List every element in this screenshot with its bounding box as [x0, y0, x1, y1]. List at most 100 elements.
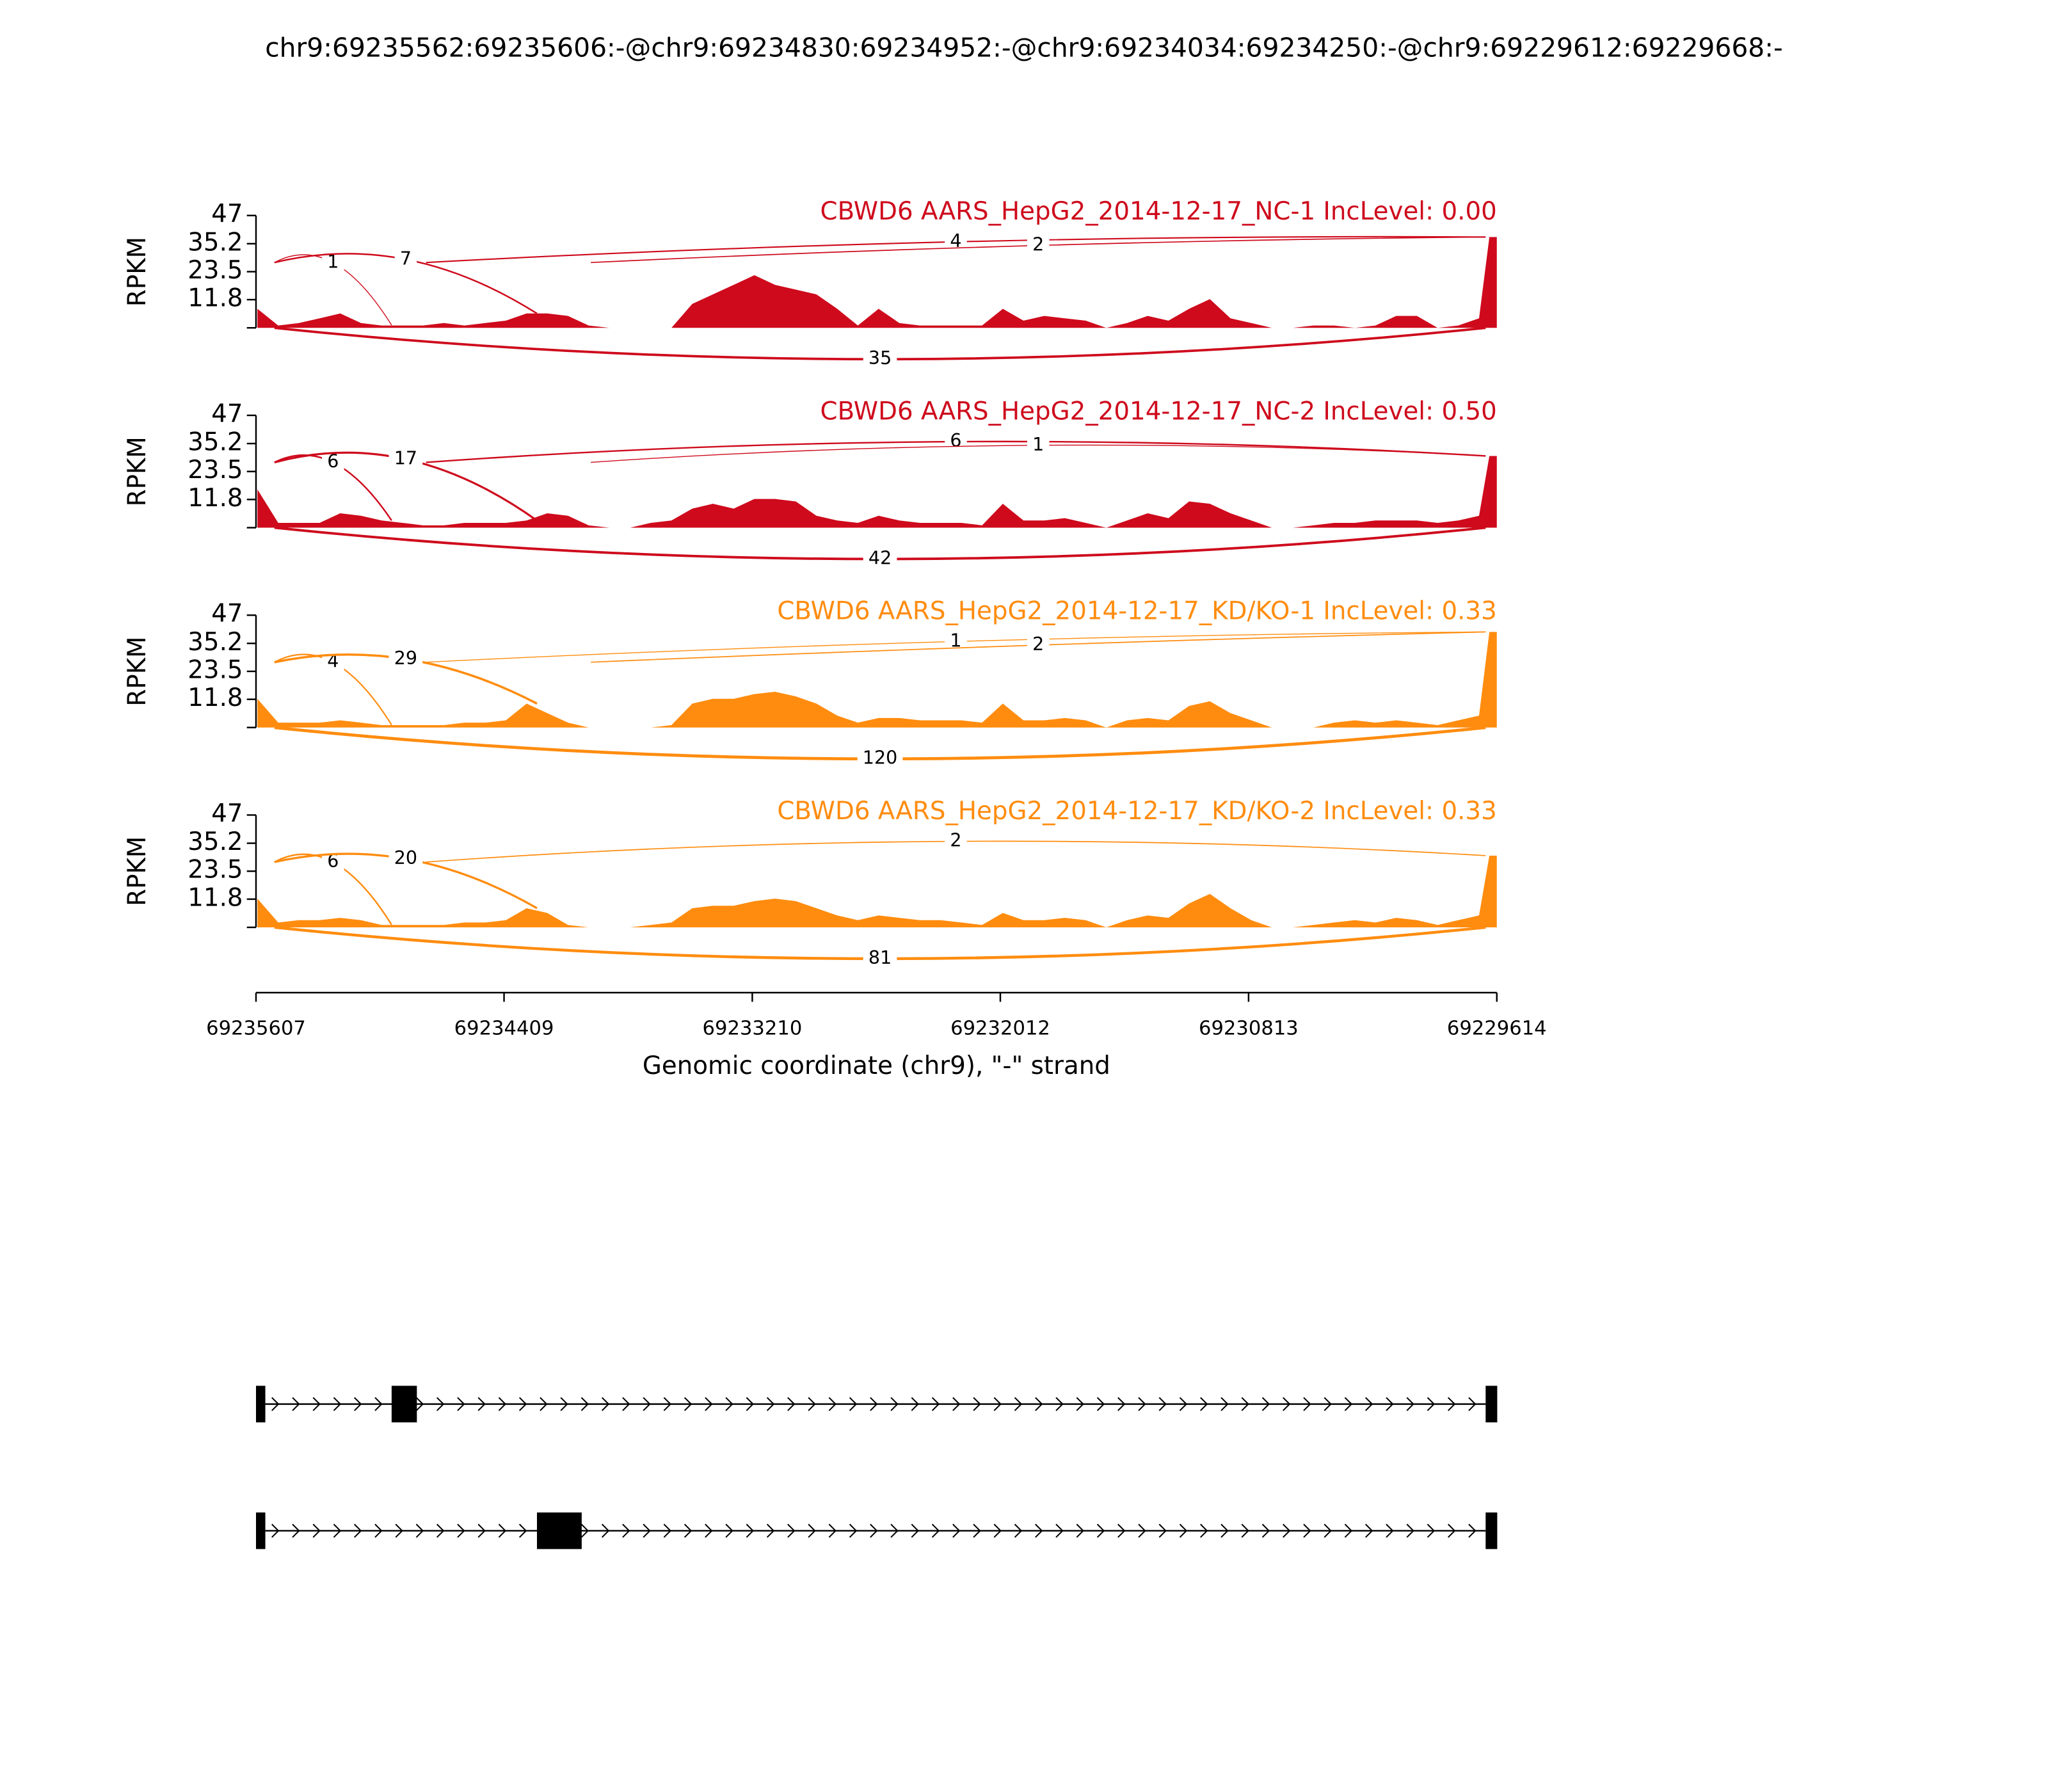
strand-arrow — [1427, 1523, 1436, 1538]
strand-arrow — [705, 1523, 713, 1538]
y-tick-label: 11.8 — [188, 684, 243, 712]
junction-label: 1 — [950, 629, 961, 651]
junction-label-bg — [1027, 631, 1050, 657]
strand-arrow — [663, 1396, 672, 1411]
strand-arrow — [1055, 1396, 1064, 1411]
strand-arrow — [1324, 1396, 1332, 1411]
strand-arrow — [1220, 1523, 1229, 1538]
strand-arrow — [271, 1396, 280, 1411]
strand-arrow — [457, 1523, 465, 1538]
strand-arrow — [643, 1523, 651, 1538]
x-tick-label: 69234409 — [454, 1018, 554, 1040]
junction-label: 6 — [950, 429, 961, 451]
strand-arrow — [601, 1523, 610, 1538]
strand-arrow — [1220, 1396, 1229, 1411]
strand-arrow — [1365, 1396, 1373, 1411]
strand-arrow — [580, 1396, 589, 1411]
y-tick-label: 47 — [211, 600, 243, 628]
strand-arrow — [746, 1523, 755, 1538]
strand-arrow — [1427, 1396, 1436, 1411]
strand-arrow — [1344, 1523, 1353, 1538]
junction-label: 17 — [394, 447, 417, 469]
strand-arrow — [1365, 1523, 1373, 1538]
coverage-area — [257, 632, 1497, 728]
strand-arrow — [436, 1396, 445, 1411]
x-axis-label: Genomic coordinate (chr9), "-" strand — [643, 1052, 1110, 1080]
junction-label: 120 — [863, 747, 898, 769]
y-tick-label: 23.5 — [188, 655, 243, 684]
strand-arrow — [271, 1523, 280, 1538]
junction-label: 2 — [950, 829, 961, 851]
strand-arrow — [952, 1523, 961, 1538]
strand-arrow — [828, 1396, 837, 1411]
x-tick-label: 69235607 — [206, 1018, 306, 1040]
strand-arrow — [477, 1523, 486, 1538]
strand-arrow — [1076, 1523, 1084, 1538]
strand-arrow — [622, 1523, 630, 1538]
strand-arrow — [1096, 1523, 1105, 1538]
strand-arrow — [1200, 1396, 1208, 1411]
strand-arrow — [828, 1523, 837, 1538]
strand-arrow — [766, 1523, 775, 1538]
strand-arrow — [560, 1396, 568, 1411]
strand-arrow — [849, 1523, 858, 1538]
strand-arrow — [1386, 1396, 1394, 1411]
strand-arrow — [870, 1396, 878, 1411]
track-title: CBWD6 AARS_HepG2_2014-12-17_NC-2 IncLeve… — [820, 397, 1497, 426]
junction-label: 1 — [327, 250, 339, 272]
y-tick-label: 11.8 — [188, 284, 243, 313]
strand-arrow — [1447, 1523, 1456, 1538]
strand-arrow — [395, 1523, 403, 1538]
junction-label-bg — [857, 745, 903, 770]
strand-arrow — [1200, 1523, 1208, 1538]
junction-label: 4 — [327, 650, 339, 672]
strand-arrow — [973, 1523, 981, 1538]
strand-arrow — [1158, 1523, 1167, 1538]
y-tick-label: 23.5 — [188, 256, 243, 285]
strand-arrow — [1035, 1396, 1043, 1411]
strand-arrow — [1324, 1523, 1332, 1538]
y-axis-label: RPKM — [123, 636, 152, 706]
junction-label-bg — [863, 945, 897, 970]
strand-arrow — [890, 1523, 899, 1538]
strand-arrow — [705, 1396, 713, 1411]
y-tick-label: 47 — [211, 200, 243, 228]
junction-label-bg — [945, 428, 967, 453]
strand-arrow — [1261, 1396, 1270, 1411]
junction-label-bg — [388, 845, 423, 870]
strand-arrow — [312, 1396, 321, 1411]
y-tick-label: 35.2 — [188, 628, 243, 657]
junction-label-bg — [322, 648, 344, 673]
strand-arrow — [993, 1523, 1002, 1538]
strand-arrow — [808, 1396, 816, 1411]
y-tick-label: 11.8 — [188, 484, 243, 513]
junction-label: 7 — [400, 247, 412, 269]
strand-arrow — [1138, 1523, 1146, 1538]
strand-arrow — [1179, 1396, 1188, 1411]
y-tick-label: 47 — [211, 399, 243, 428]
strand-arrow — [1138, 1396, 1146, 1411]
strand-arrow — [746, 1396, 755, 1411]
strand-arrow — [684, 1396, 692, 1411]
strand-arrow — [333, 1523, 342, 1538]
strand-arrow — [374, 1523, 383, 1538]
y-tick-label: 23.5 — [188, 856, 243, 884]
x-tick-label: 69232012 — [950, 1018, 1050, 1040]
x-tick-label: 69230813 — [1199, 1018, 1299, 1040]
strand-arrow — [457, 1396, 465, 1411]
strand-arrow — [725, 1396, 733, 1411]
strand-arrow — [1447, 1396, 1456, 1411]
strand-arrow — [973, 1396, 981, 1411]
strand-arrow — [415, 1523, 424, 1538]
strand-arrow — [1468, 1523, 1476, 1538]
strand-arrow — [1055, 1523, 1064, 1538]
strand-arrow — [808, 1523, 816, 1538]
strand-arrow — [787, 1396, 796, 1411]
strand-arrow — [993, 1396, 1002, 1411]
junction-label-bg — [394, 246, 417, 271]
strand-arrow — [354, 1396, 362, 1411]
strand-arrow — [540, 1396, 548, 1411]
strand-arrow — [1076, 1396, 1084, 1411]
